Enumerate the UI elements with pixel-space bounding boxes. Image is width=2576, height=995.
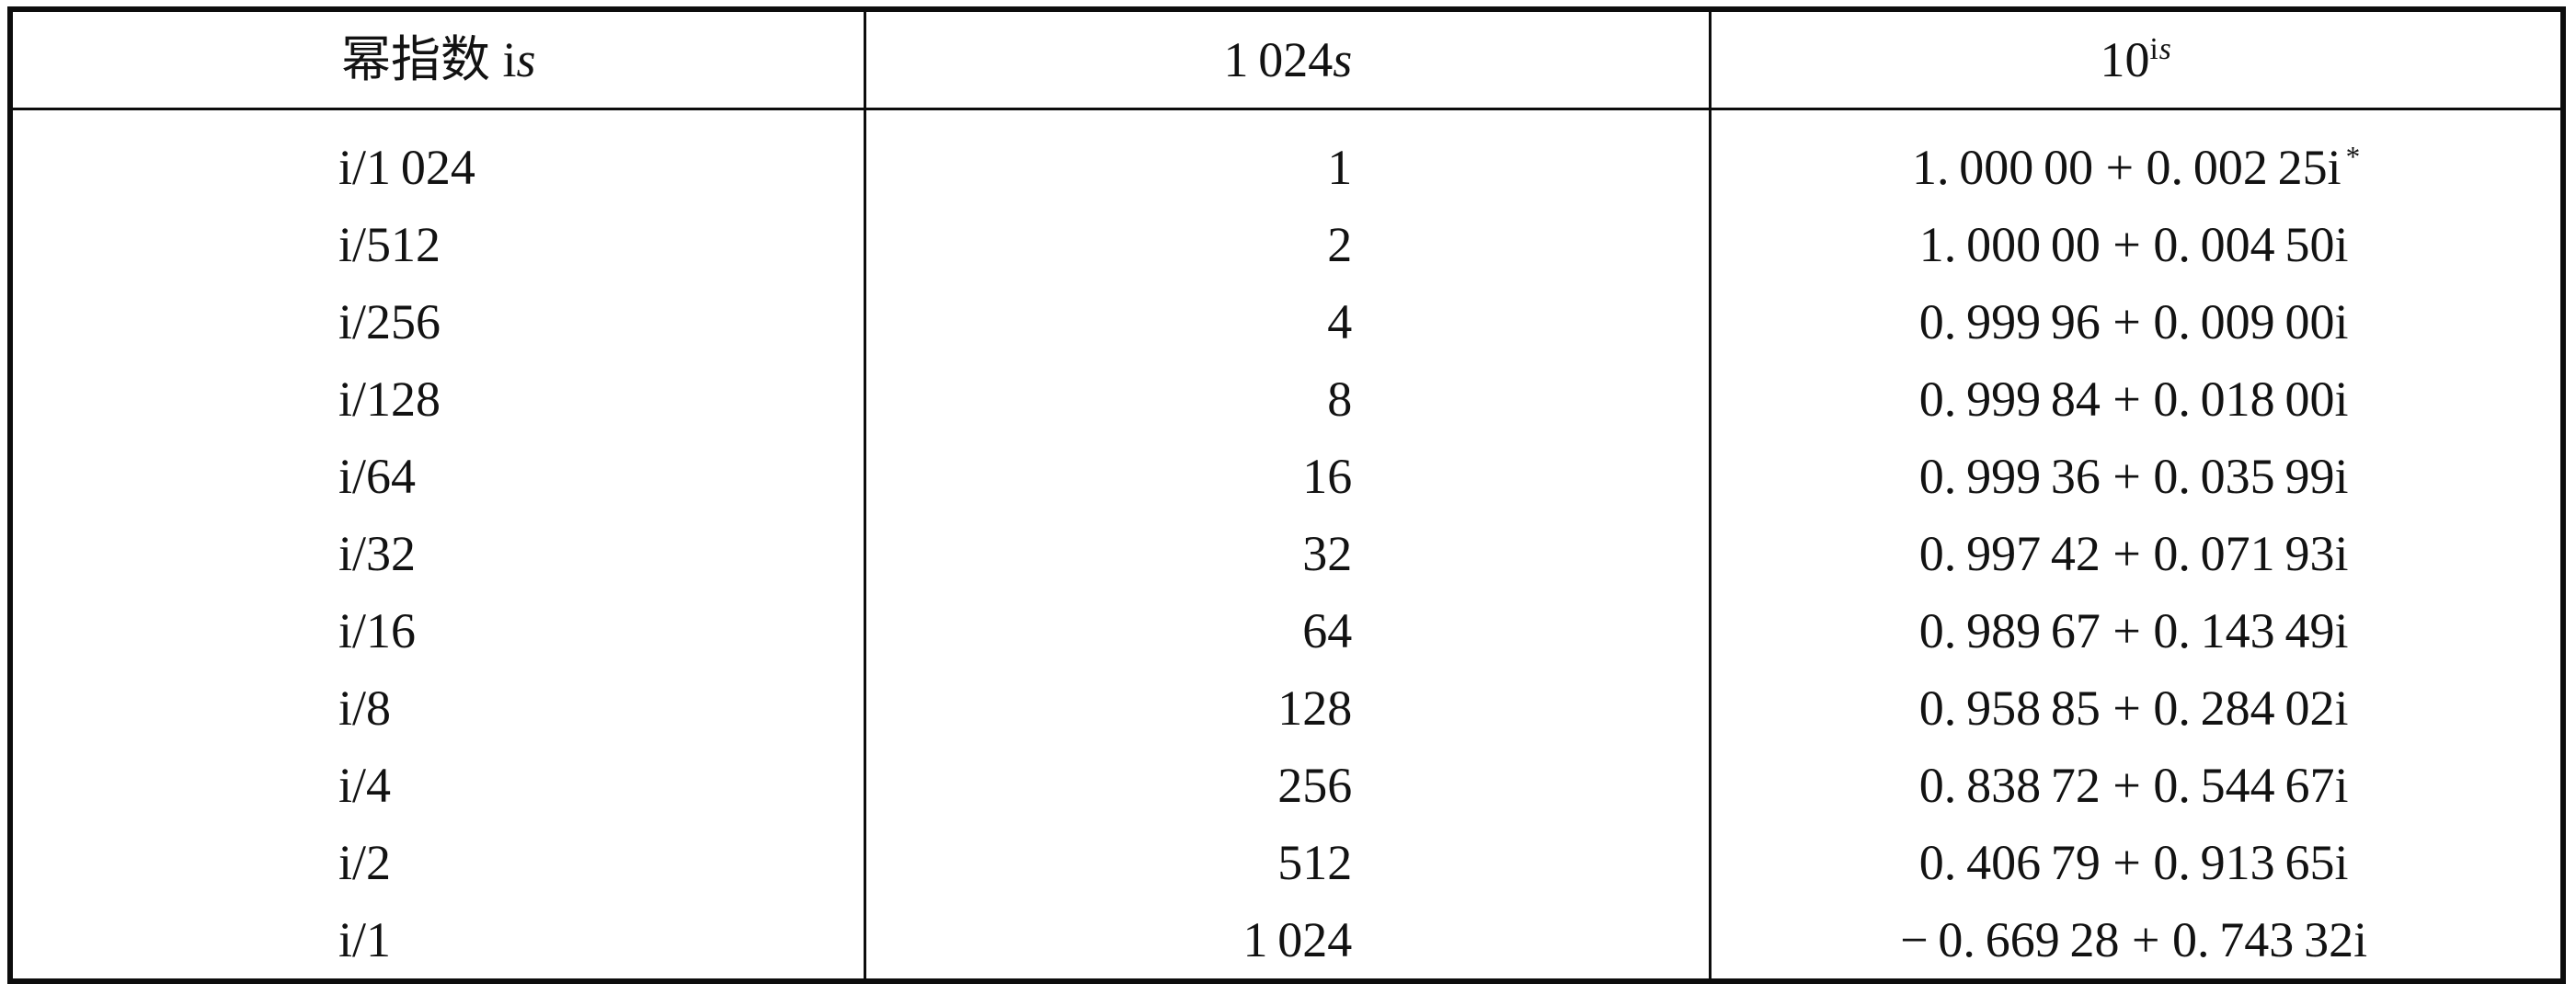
header-factor-text: 1 024 <box>1223 32 1334 87</box>
factor-value: 256 <box>1277 758 1353 813</box>
power-sup-i: i <box>2149 32 2159 66</box>
table-row: i/32 32 0. 997 42 + 0. 071 93i <box>10 515 2563 592</box>
table-row: i/512 2 1. 000 00 + 0. 004 50i <box>10 206 2563 283</box>
factor-value: 64 <box>1302 603 1353 658</box>
factor-cell: 512 <box>864 824 1711 901</box>
factor-cell: 32 <box>864 515 1711 592</box>
factor-cell: 64 <box>864 592 1711 669</box>
factor-value: 16 <box>1302 449 1353 504</box>
complex-value: 0. 999 36 + 0. 035 99i <box>1918 449 2349 504</box>
value-cell: 0. 999 36 + 0. 035 99i <box>1709 438 2563 515</box>
factor-value: 8 <box>1327 372 1353 427</box>
factor-value: 512 <box>1277 835 1353 890</box>
complex-value: 1. 000 00 + 0. 004 50i <box>1918 217 2349 272</box>
table-row: i/128 8 0. 999 84 + 0. 018 00i <box>10 360 2563 438</box>
table-row: i/64 16 0. 999 36 + 0. 035 99i <box>10 438 2563 515</box>
table-row: i/16 64 0. 989 67 + 0. 143 49i <box>10 592 2563 669</box>
complex-value: 0. 406 79 + 0. 913 65i <box>1918 835 2349 890</box>
power-superscript: is <box>2149 32 2171 66</box>
exponent-value: i/2 <box>338 835 392 890</box>
header-exponent: 幂指数 is <box>10 9 865 110</box>
footnote-star: * <box>2345 141 2361 173</box>
value-cell: 0. 999 96 + 0. 009 00i <box>1709 283 2563 360</box>
factor-cell: 16 <box>864 438 1711 515</box>
factor-cell: 256 <box>864 747 1711 824</box>
factor-cell: 2 <box>864 206 1711 283</box>
complex-value: 0. 989 67 + 0. 143 49i <box>1918 603 2349 658</box>
complex-value: 0. 999 84 + 0. 018 00i <box>1918 372 2349 427</box>
factor-value: 2 <box>1327 217 1353 272</box>
factor-value: 1 <box>1327 140 1353 195</box>
factor-cell: 8 <box>864 360 1711 438</box>
factor-value: 4 <box>1327 294 1353 349</box>
exponent-cell: i/1 <box>10 901 865 981</box>
exponent-value: i/128 <box>338 372 441 427</box>
exponent-cell: i/64 <box>10 438 865 515</box>
exponent-cell: i/4 <box>10 747 865 824</box>
value-cell: 0. 997 42 + 0. 071 93i <box>1709 515 2563 592</box>
value-cell: 1. 000 00 + 0. 004 50i <box>1709 206 2563 283</box>
table-body: i/1 024 1 1. 000 00 + 0. 002 25i * i/512 … <box>10 109 2563 981</box>
factor-value: 128 <box>1277 680 1353 736</box>
header-row: 幂指数 is 1 024s 10is <box>10 9 2563 110</box>
table-row: i/4 256 0. 838 72 + 0. 544 67i <box>10 747 2563 824</box>
power-sup-italic-s: s <box>2158 32 2172 66</box>
table-row: i/256 4 0. 999 96 + 0. 009 00i <box>10 283 2563 360</box>
exponent-cell: i/2 <box>10 824 865 901</box>
header-factor-italic-s: s <box>1333 32 1353 87</box>
factor-cell: 1 <box>864 109 1711 206</box>
exponent-value: i/8 <box>338 680 392 736</box>
table-row: i/2 512 0. 406 79 + 0. 913 65i <box>10 824 2563 901</box>
factor-value: 32 <box>1302 526 1353 581</box>
table-row: i/1 1 024 − 0. 669 28 + 0. 743 32i <box>10 901 2563 981</box>
header-power-base: 10 <box>2100 32 2150 87</box>
value-cell: 1. 000 00 + 0. 002 25i * <box>1709 109 2563 206</box>
header-factor: 1 024s <box>864 9 1711 110</box>
header-power: 10is <box>1709 9 2563 110</box>
header-exponent-text: 幂指数 i <box>340 32 517 87</box>
exponent-value: i/256 <box>338 294 441 349</box>
value-cell: − 0. 669 28 + 0. 743 32i <box>1709 901 2563 981</box>
exponent-value: i/1 024 <box>338 140 475 195</box>
exponent-cell: i/256 <box>10 283 865 360</box>
exponent-cell: i/1 024 <box>10 109 865 207</box>
table-row: i/8 128 0. 958 85 + 0. 284 02i <box>10 669 2563 747</box>
complex-value: 0. 838 72 + 0. 544 67i <box>1918 758 2349 813</box>
exponent-cell: i/128 <box>10 360 865 438</box>
factor-cell: 4 <box>864 283 1711 360</box>
complex-value: 0. 958 85 + 0. 284 02i <box>1918 680 2349 736</box>
exponent-cell: i/32 <box>10 515 865 592</box>
value-cell: 0. 838 72 + 0. 544 67i <box>1709 747 2563 824</box>
exponent-cell: i/8 <box>10 669 865 747</box>
complex-value: 0. 997 42 + 0. 071 93i <box>1918 526 2349 581</box>
complex-value: 0. 999 96 + 0. 009 00i <box>1918 294 2349 349</box>
exponent-value: i/1 <box>338 912 392 967</box>
exponent-value: i/4 <box>338 758 392 813</box>
power-exponent-table: 幂指数 is 1 024s 10is i/1 024 1 1. 000 00 +… <box>7 6 2566 984</box>
factor-value: 1 024 <box>1242 912 1353 967</box>
header-exponent-italic-s: s <box>516 32 536 87</box>
table-row: i/1 024 1 1. 000 00 + 0. 002 25i * <box>10 109 2563 207</box>
value-cell: 0. 958 85 + 0. 284 02i <box>1709 669 2563 747</box>
value-cell: 0. 989 67 + 0. 143 49i <box>1709 592 2563 669</box>
exponent-value: i/64 <box>338 449 417 504</box>
exponent-value: i/16 <box>338 603 417 658</box>
exponent-value: i/512 <box>338 217 441 272</box>
factor-cell: 128 <box>864 669 1711 747</box>
exponent-cell: i/16 <box>10 592 865 669</box>
value-cell: 0. 406 79 + 0. 913 65i <box>1709 824 2563 901</box>
complex-value: − 0. 669 28 + 0. 743 32i <box>1900 912 2368 967</box>
exponent-value: i/32 <box>338 526 417 581</box>
exponent-cell: i/512 <box>10 206 865 283</box>
complex-value: 1. 000 00 + 0. 002 25i <box>1911 140 2341 195</box>
factor-cell: 1 024 <box>864 901 1711 981</box>
value-cell: 0. 999 84 + 0. 018 00i <box>1709 360 2563 438</box>
